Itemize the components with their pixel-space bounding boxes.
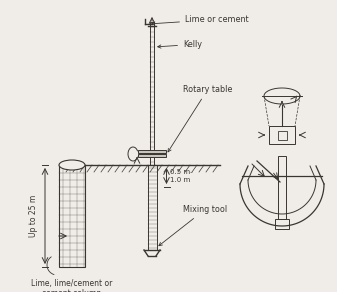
Bar	[269, 126, 295, 144]
Bar	[59, 165, 85, 267]
Bar	[148, 165, 156, 250]
Ellipse shape	[59, 160, 85, 170]
Bar	[150, 22, 154, 165]
Bar	[275, 219, 289, 229]
Bar	[278, 156, 286, 219]
Text: Lime, lime/cement or
cement column: Lime, lime/cement or cement column	[31, 279, 113, 292]
Text: Rotary table: Rotary table	[168, 85, 233, 152]
Text: Kelly: Kelly	[158, 40, 202, 49]
Bar	[138, 150, 166, 153]
Text: Lime or cement: Lime or cement	[152, 15, 249, 25]
Text: Mixing tool: Mixing tool	[159, 205, 227, 246]
Bar	[138, 154, 166, 157]
Bar	[277, 131, 286, 140]
Text: 0.5 m-
1.0 m: 0.5 m- 1.0 m	[171, 169, 193, 182]
Text: Up to 25 m: Up to 25 m	[29, 195, 37, 237]
